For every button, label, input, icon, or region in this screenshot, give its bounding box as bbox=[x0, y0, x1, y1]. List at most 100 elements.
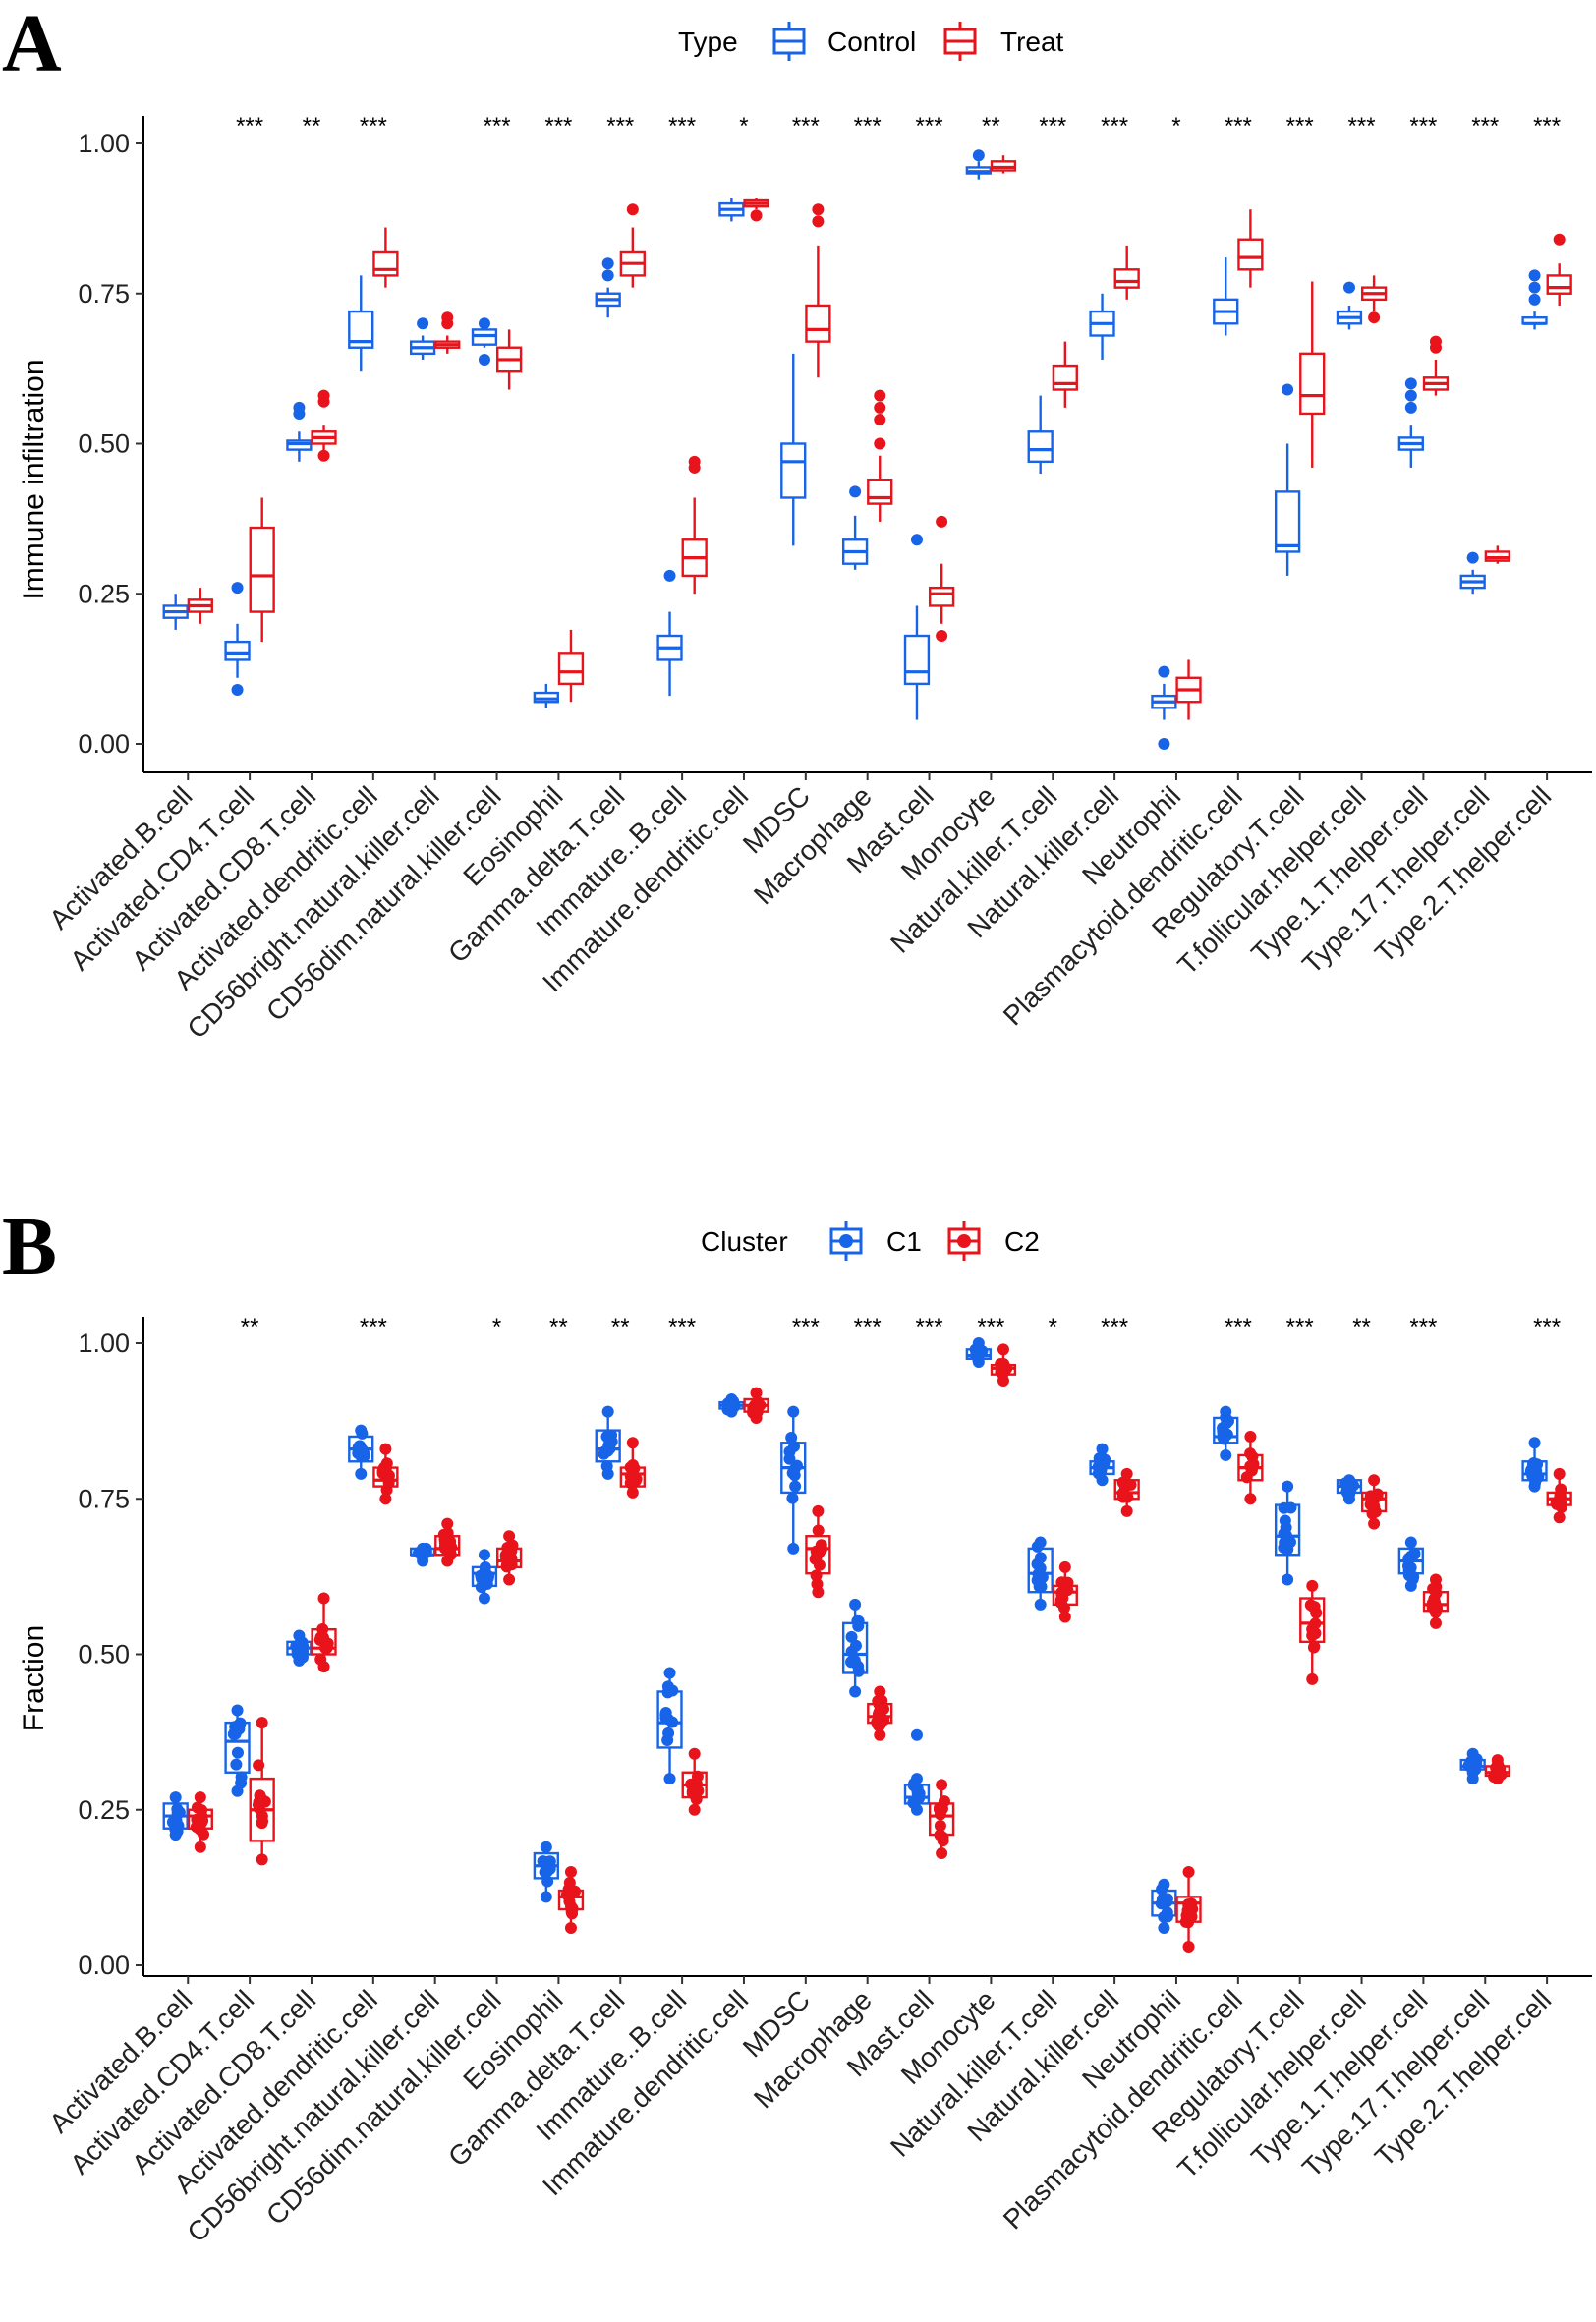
box-monocyte bbox=[965, 1337, 992, 1368]
box-type-2-t-helper-cell bbox=[1521, 1437, 1548, 1493]
significance-label: * bbox=[492, 1314, 501, 1340]
significance-label: *** bbox=[544, 113, 572, 140]
box-regulatory-t-cell bbox=[1274, 383, 1301, 576]
data-point bbox=[851, 1614, 864, 1627]
box-activated-cd4-t-cell bbox=[224, 582, 251, 697]
outlier-point bbox=[812, 203, 825, 216]
y-axis-title-b: Fraction bbox=[18, 1625, 50, 1731]
box-iqr bbox=[867, 1702, 893, 1725]
box-iqr bbox=[187, 1808, 213, 1830]
data-point bbox=[1408, 1547, 1421, 1559]
data-point bbox=[256, 1793, 268, 1806]
significance-label: *** bbox=[668, 113, 696, 140]
legend-label-control: Control bbox=[827, 27, 916, 57]
outlier-point bbox=[812, 215, 825, 228]
data-point bbox=[1307, 1601, 1320, 1614]
box-macrophage bbox=[841, 485, 869, 570]
box-iqr bbox=[224, 640, 251, 661]
outlier-point bbox=[1466, 551, 1479, 564]
box-eosinophil bbox=[533, 1841, 559, 1903]
data-point bbox=[1034, 1552, 1047, 1564]
data-point bbox=[316, 1631, 329, 1644]
box-iqr bbox=[1213, 1416, 1239, 1444]
data-point bbox=[783, 1452, 796, 1465]
box-natural-killer-t-cell bbox=[1027, 395, 1054, 475]
box-iqr bbox=[311, 1627, 337, 1656]
outlier-point bbox=[663, 569, 676, 582]
outlier-point bbox=[626, 203, 639, 216]
box-activated-cd4-t-cell bbox=[249, 497, 275, 643]
outlier-point bbox=[750, 209, 763, 222]
plot-area-b: 0.000.250.500.751.00Activated.B.cellActi… bbox=[43, 1314, 1592, 2248]
series-control bbox=[162, 149, 1548, 750]
significance-label: *** bbox=[1101, 113, 1128, 140]
outlier-point bbox=[1282, 383, 1294, 396]
box-iqr bbox=[471, 1565, 498, 1588]
legend-key-c2 bbox=[947, 1221, 981, 1261]
box-iqr bbox=[1274, 1503, 1301, 1557]
box-iqr bbox=[224, 1721, 251, 1774]
data-point bbox=[231, 1746, 244, 1759]
box-iqr bbox=[434, 1535, 461, 1557]
box-mdsc bbox=[805, 203, 831, 378]
outlier-point bbox=[1342, 281, 1355, 294]
data-point bbox=[1124, 1478, 1137, 1491]
data-point bbox=[1035, 1580, 1048, 1593]
outlier-point bbox=[1553, 233, 1566, 246]
box-type-17-t-helper-cell bbox=[1484, 1754, 1510, 1785]
box-iqr bbox=[656, 1690, 683, 1749]
box-activated-cd4-t-cell bbox=[224, 1704, 251, 1797]
box-immature--b-cell bbox=[681, 1747, 708, 1816]
outlier-point bbox=[1528, 269, 1541, 282]
box-activated-b-cell bbox=[162, 1791, 189, 1841]
box-iqr bbox=[903, 1784, 931, 1805]
box-type-17-t-helper-cell bbox=[1484, 545, 1510, 564]
outlier-point bbox=[1528, 293, 1541, 306]
data-point bbox=[789, 1480, 802, 1493]
data-point bbox=[849, 1639, 862, 1652]
legend-b: Cluster C1 C2 bbox=[701, 1221, 1040, 1261]
box-type-1-t-helper-cell bbox=[1397, 377, 1424, 468]
box-gamma-delta-t-cell bbox=[619, 203, 646, 288]
box-monocyte bbox=[990, 155, 1017, 174]
series-c2 bbox=[187, 1343, 1572, 1954]
box-iqr bbox=[1052, 364, 1078, 391]
plot-area-a: 0.000.250.500.751.00Activated.B.cellActi… bbox=[43, 113, 1592, 1045]
box-type-2-t-helper-cell bbox=[1521, 269, 1548, 330]
data-point bbox=[605, 1429, 618, 1442]
significance-label: *** bbox=[916, 113, 943, 140]
box-iqr bbox=[372, 250, 399, 277]
outlier-point bbox=[1404, 377, 1417, 390]
box-t-follicular-helper-cell bbox=[1360, 275, 1388, 324]
box-iqr bbox=[1052, 1584, 1078, 1607]
box-iqr bbox=[595, 1429, 621, 1463]
box-mdsc bbox=[805, 1504, 831, 1599]
data-point bbox=[845, 1630, 858, 1643]
legend-title-a: Type bbox=[678, 27, 738, 57]
data-point bbox=[629, 1474, 642, 1487]
box-activated-dendritic-cell bbox=[348, 275, 374, 372]
significance-label: *** bbox=[1101, 1314, 1128, 1340]
box-activated-dendritic-cell bbox=[372, 1443, 399, 1505]
data-point bbox=[1279, 1536, 1291, 1549]
y-tick-label: 0.75 bbox=[78, 279, 130, 309]
box-iqr bbox=[928, 586, 955, 607]
outlier-point bbox=[478, 353, 490, 366]
significance-label: ** bbox=[982, 113, 1000, 140]
outlier-point bbox=[1429, 335, 1442, 348]
outlier-point bbox=[688, 455, 701, 468]
series-c1 bbox=[162, 1337, 1548, 1935]
legend-a: Type Control Treat bbox=[678, 22, 1064, 61]
significance-label: *** bbox=[1533, 113, 1561, 140]
box-mast-cell bbox=[903, 534, 931, 720]
box-regulatory-t-cell bbox=[1299, 281, 1326, 468]
significance-label: * bbox=[1171, 113, 1180, 140]
box-natural-killer-t-cell bbox=[1052, 1560, 1078, 1623]
outlier-point bbox=[1466, 1773, 1479, 1785]
box-plasmacytoid-dendritic-cell bbox=[1213, 1405, 1239, 1461]
box-iqr bbox=[1299, 352, 1326, 416]
box-iqr bbox=[1360, 1491, 1388, 1513]
box-plasmacytoid-dendritic-cell bbox=[1237, 1430, 1264, 1505]
box-mast-cell bbox=[903, 1728, 931, 1816]
outlier-point bbox=[1158, 738, 1170, 750]
